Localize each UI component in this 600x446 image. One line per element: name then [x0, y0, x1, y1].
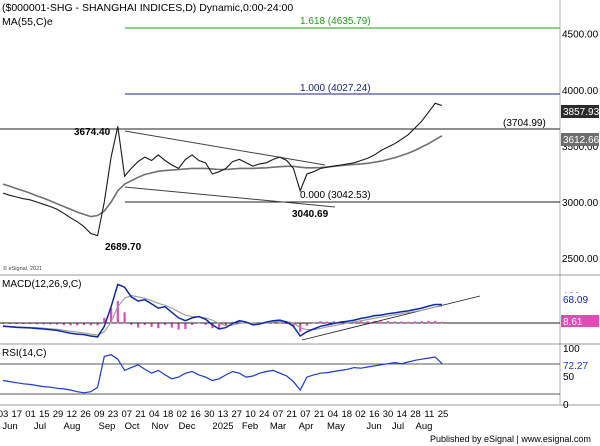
- x-day-label: 11: [424, 409, 434, 420]
- macd-signal-line: [2, 294, 443, 336]
- x-day-label: 10: [245, 409, 256, 420]
- x-month-label: Jun: [366, 421, 381, 432]
- ma-badge-bg: [561, 133, 599, 146]
- x-month-label: Oct: [125, 421, 140, 432]
- x-day-label: 21: [314, 409, 325, 420]
- esignal-small-label: © eSignal, 2021: [3, 265, 42, 272]
- rsi-y-axis: 100 50 0: [563, 344, 580, 411]
- x-month-label: Feb: [242, 421, 258, 432]
- x-day-label: 17: [12, 409, 23, 420]
- rsi-line: [2, 354, 443, 394]
- x-day-label: 30: [204, 409, 215, 420]
- x-month-label: Aug: [64, 421, 81, 432]
- fib-1618-label: 1.618 (4635.79): [300, 16, 371, 27]
- price-tick-label: 3000.00: [562, 198, 599, 209]
- rsi-tick-label: 100: [563, 344, 580, 355]
- x-day-label: 02: [355, 409, 366, 420]
- low-2689-label: 2689.70: [105, 242, 142, 253]
- x-day-label: 09: [94, 409, 105, 420]
- low-3040-label: 3040.69: [292, 209, 329, 220]
- price-tick-label: 4500.00: [562, 30, 599, 41]
- x-day-label: 12: [67, 409, 78, 420]
- price-badge-bg: [561, 105, 599, 118]
- rsi-badge-bg: [561, 359, 599, 371]
- resistance-3704-label: (3704.99): [503, 118, 546, 129]
- footer-bar: [0, 432, 600, 446]
- x-day-label: 18: [342, 409, 353, 420]
- fib-1000-label: 1.000 (4027.24): [300, 83, 371, 94]
- price-badge: 3857.93: [563, 107, 600, 118]
- x-day-label: 16: [369, 409, 380, 420]
- macd-badge-bg: [561, 293, 599, 305]
- high-3674-label: 3674.40: [74, 127, 111, 138]
- price-tick-label: 4000.00: [562, 86, 599, 97]
- signal-badge-bg: [561, 315, 599, 327]
- x-day-label: 29: [53, 409, 64, 420]
- triangle-lower-trendline: [124, 186, 336, 208]
- rsi-badge: 72.27: [563, 361, 588, 372]
- rsi-tick-label: 50: [563, 372, 575, 383]
- x-month-label: Jul: [34, 421, 46, 432]
- x-month-label: Nov: [152, 421, 169, 432]
- x-day-label: 16: [190, 409, 201, 420]
- macd-line: [2, 283, 442, 338]
- chart-title: ($000001-SHG - SHANGHAI INDICES,D) Dynam…: [2, 2, 293, 14]
- x-axis-days: 03 17 01 15 29 12 26 09 23 07 21 04 18 02 16 30 13 27 10 24…: [0, 409, 448, 420]
- x-month-label: May: [327, 421, 345, 432]
- x-day-label: 21: [135, 409, 146, 420]
- x-day-label: 25: [438, 409, 449, 420]
- x-month-label: Aug: [416, 421, 433, 432]
- x-day-label: 02: [177, 409, 188, 420]
- x-day-label: 14: [397, 409, 408, 420]
- price-line: [2, 102, 443, 237]
- price-y-axis: 4500.00 4000.00 3500.00 3000.00 2500.00: [562, 30, 599, 266]
- x-day-label: 07: [273, 409, 284, 420]
- macd-histogram: [1, 301, 444, 332]
- x-month-label: Mar: [270, 421, 286, 432]
- price-tick-label: 2500.00: [562, 254, 599, 265]
- x-day-label: 23: [108, 409, 119, 420]
- rsi-tick-label: 0: [563, 400, 569, 411]
- price-tick-label: 3500.00: [562, 142, 599, 153]
- ma-label: MA(55,C)e: [2, 16, 53, 28]
- macd-badge: 68.09: [563, 295, 588, 306]
- x-day-label: 03: [0, 409, 8, 420]
- x-axis-months: Jun Jul Aug Sep Oct Nov Dec 2025 Feb Mar Apr May Jun…: [2, 421, 432, 432]
- x-month-label: Apr: [299, 421, 314, 432]
- x-day-label: 04: [328, 409, 339, 420]
- x-day-label: 07: [122, 409, 133, 420]
- x-day-label: 26: [80, 409, 91, 420]
- x-month-label: Dec: [179, 421, 196, 432]
- macd-title: MACD(12,26,9,C): [2, 279, 81, 290]
- x-day-label: 24: [259, 409, 270, 420]
- rsi-title: RSI(14,C): [2, 348, 46, 359]
- ma-badge: 3612.66: [563, 135, 600, 146]
- x-day-label: 27: [232, 409, 243, 420]
- x-month-label: Jul: [392, 421, 404, 432]
- x-day-label: 13: [218, 409, 229, 420]
- x-month-label: Jun: [2, 421, 17, 432]
- x-month-label: Sep: [99, 421, 116, 432]
- triangle-upper-trendline: [124, 130, 326, 166]
- fib-0000-label: 0.000 (3042.53): [300, 190, 371, 201]
- x-day-label: 04: [149, 409, 160, 420]
- x-day-label: 01: [25, 409, 36, 420]
- signal-badge: 8.61: [563, 317, 583, 328]
- x-day-label: 07: [300, 409, 311, 420]
- published-by: Published by eSignal | www.esignal.com: [430, 434, 591, 444]
- x-day-label: 28: [410, 409, 421, 420]
- x-day-label: 21: [287, 409, 298, 420]
- macd-trendline: [301, 295, 481, 341]
- x-day-label: 18: [163, 409, 174, 420]
- x-day-label: 15: [39, 409, 50, 420]
- x-day-label: 30: [383, 409, 394, 420]
- x-month-label: 2025: [212, 421, 233, 432]
